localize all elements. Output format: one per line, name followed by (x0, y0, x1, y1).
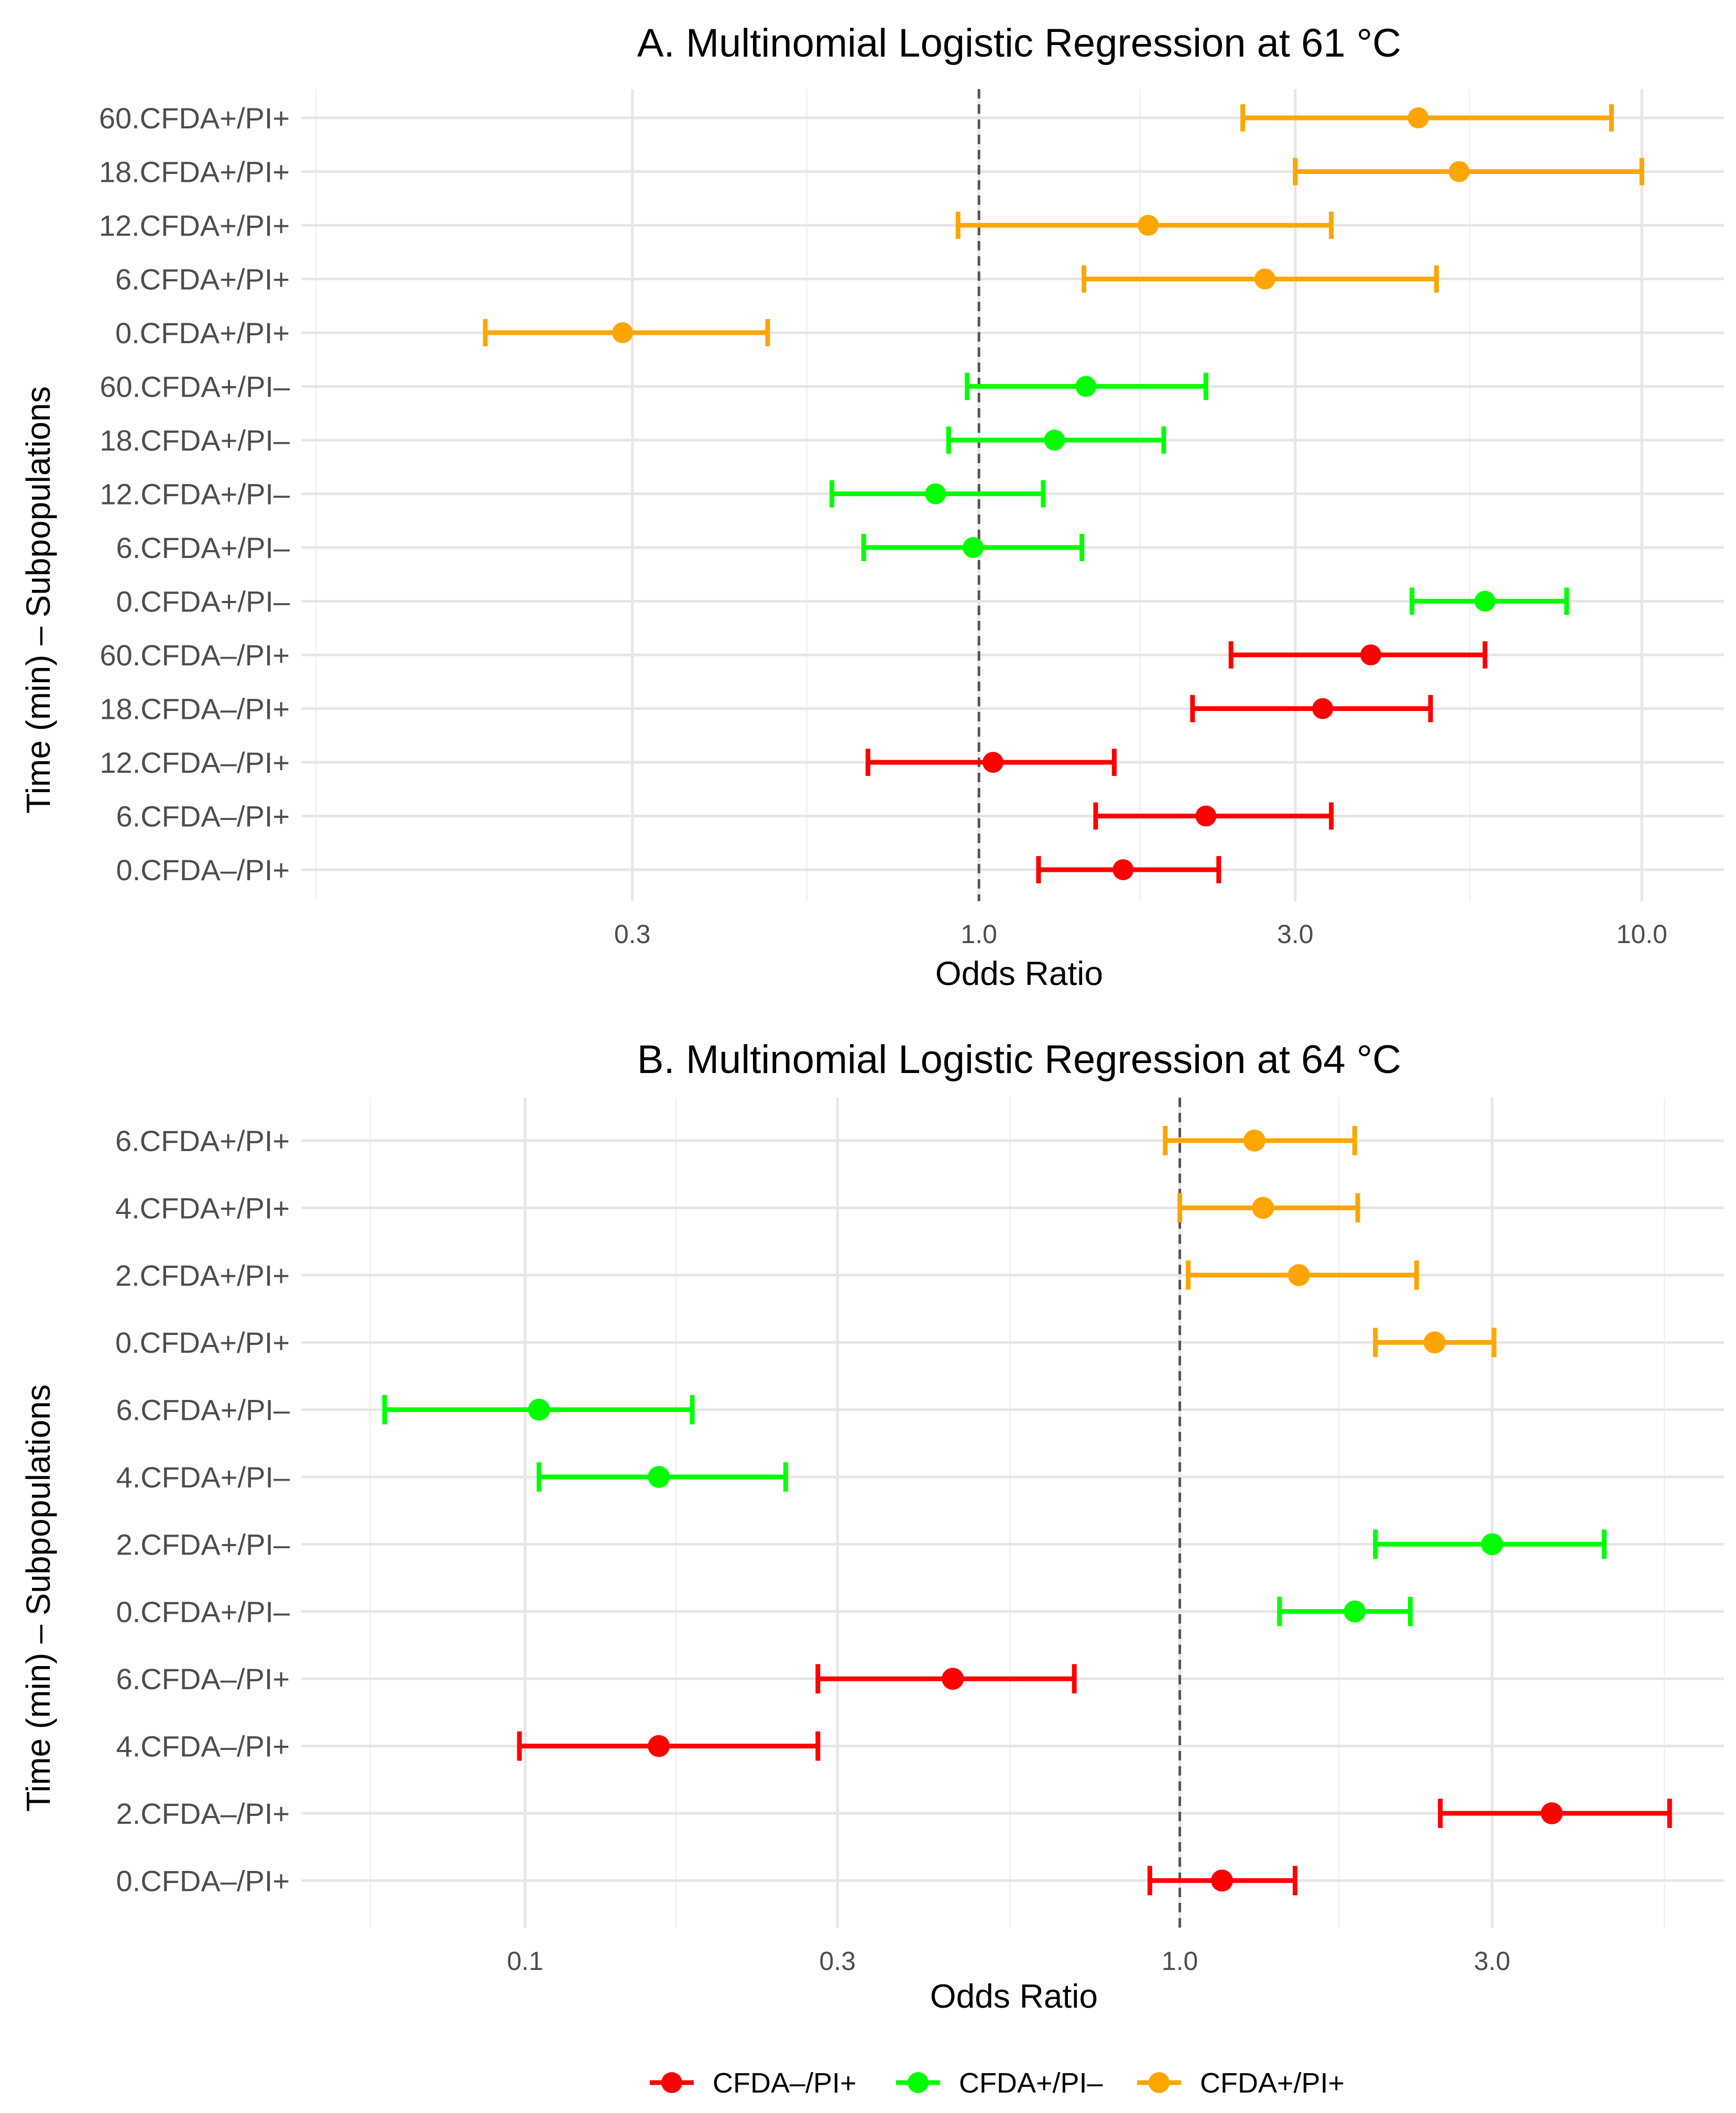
panel-a-y-tick-labels: 60.CFDA+/PI+ 18.CFDA+/PI+ 12.CFDA+/PI+ 6.CF… (99, 102, 290, 886)
y-tick-label: 12.CFDA+/PI– (100, 478, 290, 511)
y-tick-label: 6.CFDA+/PI+ (115, 1124, 290, 1157)
y-tick-label: 6.CFDA+/PI– (116, 1394, 290, 1427)
y-tick-label: 0.CFDA+/PI– (116, 585, 290, 618)
odds-ratio-point (1044, 430, 1065, 451)
x-tick-label: 0.3 (614, 919, 651, 949)
odds-ratio-point (1312, 698, 1334, 719)
odds-ratio-point (648, 1735, 670, 1757)
odds-ratio-point (648, 1466, 670, 1488)
y-tick-label: 12.CFDA–/PI+ (100, 746, 290, 779)
panel-b-y-tick-labels: 6.CFDA+/PI+ 4.CFDA+/PI+ 2.CFDA+/PI+ 0.CFDA+… (115, 1124, 290, 1897)
legend-item: CFDA–/PI+ (650, 2067, 857, 2099)
odds-ratio-point (1075, 376, 1097, 397)
odds-ratio-point (1211, 1869, 1233, 1892)
y-tick-label: 2.CFDA–/PI+ (116, 1797, 290, 1830)
y-tick-label: 4.CFDA+/PI– (116, 1461, 290, 1494)
panel-a: A. Multinomial Logistic Regression at 61… (19, 21, 1724, 992)
panel-b: B. Multinomial Logistic Regression at 64… (19, 1037, 1724, 2015)
y-tick-label: 60.CFDA+/PI+ (99, 102, 290, 135)
panel-b-x-tick-labels: 0.1 0.3 1.0 3.0 (507, 1946, 1510, 1976)
y-tick-label: 18.CFDA+/PI+ (99, 156, 290, 189)
y-tick-label: 6.CFDA+/PI+ (115, 263, 290, 296)
y-tick-label: 0.CFDA+/PI– (116, 1595, 290, 1628)
y-tick-label: 4.CFDA–/PI+ (116, 1730, 290, 1763)
y-tick-label: 6.CFDA–/PI+ (116, 1662, 290, 1695)
y-tick-label: 4.CFDA+/PI+ (115, 1191, 290, 1224)
legend-item: CFDA+/PI– (896, 2067, 1103, 2099)
panel-b-title: B. Multinomial Logistic Regression at 64… (637, 1037, 1401, 1082)
y-tick-label: 18.CFDA+/PI– (100, 424, 290, 457)
odds-ratio-point (1360, 644, 1381, 665)
odds-ratio-point (612, 322, 634, 343)
y-tick-label: 2.CFDA+/PI+ (115, 1259, 290, 1292)
odds-ratio-point (925, 483, 946, 505)
y-tick-label: 0.CFDA+/PI+ (115, 1326, 290, 1359)
panel-a-x-axis-title: Odds Ratio (935, 955, 1103, 992)
odds-ratio-point (1254, 268, 1275, 290)
odds-ratio-point (942, 1668, 964, 1690)
x-tick-label: 0.3 (820, 1946, 856, 1976)
odds-ratio-point (1195, 805, 1217, 827)
odds-ratio-point (982, 752, 1004, 773)
odds-ratio-point (1481, 1533, 1503, 1556)
odds-ratio-point (1448, 161, 1470, 182)
y-tick-label: 18.CFDA–/PI+ (100, 693, 290, 726)
x-tick-label: 0.1 (507, 1946, 543, 1976)
x-tick-label: 3.0 (1277, 919, 1314, 949)
y-tick-label: 2.CFDA+/PI– (116, 1528, 290, 1561)
y-tick-label: 12.CFDA+/PI+ (99, 209, 290, 242)
panel-b-y-axis-title: Time (min) – Subpopulations (19, 1384, 57, 1812)
legend: CFDA–/PI+ CFDA+/PI– CFDA+/PI+ (650, 2067, 1345, 2099)
panel-a-y-axis-title: Time (min) – Subpopulations (19, 386, 57, 814)
odds-ratio-point (1541, 1802, 1563, 1824)
panel-a-points (612, 107, 1496, 880)
legend-key-point (1149, 2072, 1170, 2093)
x-tick-label: 3.0 (1474, 1946, 1511, 1976)
odds-ratio-point (1344, 1600, 1366, 1623)
legend-key-point (661, 2072, 682, 2093)
y-tick-label: 60.CFDA+/PI– (100, 370, 290, 403)
odds-ratio-point (1252, 1197, 1274, 1219)
y-tick-label: 6.CFDA–/PI+ (116, 800, 290, 833)
y-tick-label: 0.CFDA–/PI+ (116, 1864, 290, 1897)
panel-b-x-axis-title: Odds Ratio (930, 1977, 1098, 2015)
legend-label: CFDA+/PI– (959, 2067, 1103, 2099)
odds-ratio-point (1243, 1130, 1265, 1152)
odds-ratio-point (1112, 859, 1134, 880)
odds-ratio-point (963, 537, 984, 558)
panel-a-title: A. Multinomial Logistic Regression at 61… (637, 21, 1401, 65)
odds-ratio-point (1138, 215, 1159, 236)
y-tick-label: 0.CFDA+/PI+ (115, 316, 290, 349)
odds-ratio-point (1287, 1264, 1310, 1286)
x-tick-label: 1.0 (1162, 1946, 1198, 1976)
y-tick-label: 0.CFDA–/PI+ (116, 853, 290, 886)
legend-item: CFDA+/PI+ (1137, 2067, 1345, 2099)
legend-label: CFDA–/PI+ (713, 2067, 857, 2099)
odds-ratio-point (1423, 1331, 1446, 1354)
odds-ratio-point (1475, 590, 1496, 612)
panel-a-x-tick-labels: 0.3 1.0 3.0 10.0 (614, 919, 1667, 949)
y-tick-label: 60.CFDA–/PI+ (100, 639, 290, 672)
odds-ratio-point (1407, 107, 1429, 128)
panel-b-grid (301, 1098, 1724, 1928)
legend-label: CFDA+/PI+ (1200, 2067, 1345, 2099)
x-tick-label: 10.0 (1617, 919, 1667, 949)
x-tick-label: 1.0 (960, 919, 997, 949)
y-tick-label: 6.CFDA+/PI– (116, 531, 290, 564)
panel-b-points (528, 1130, 1563, 1892)
legend-key-point (908, 2072, 929, 2093)
odds-ratio-point (528, 1398, 550, 1421)
